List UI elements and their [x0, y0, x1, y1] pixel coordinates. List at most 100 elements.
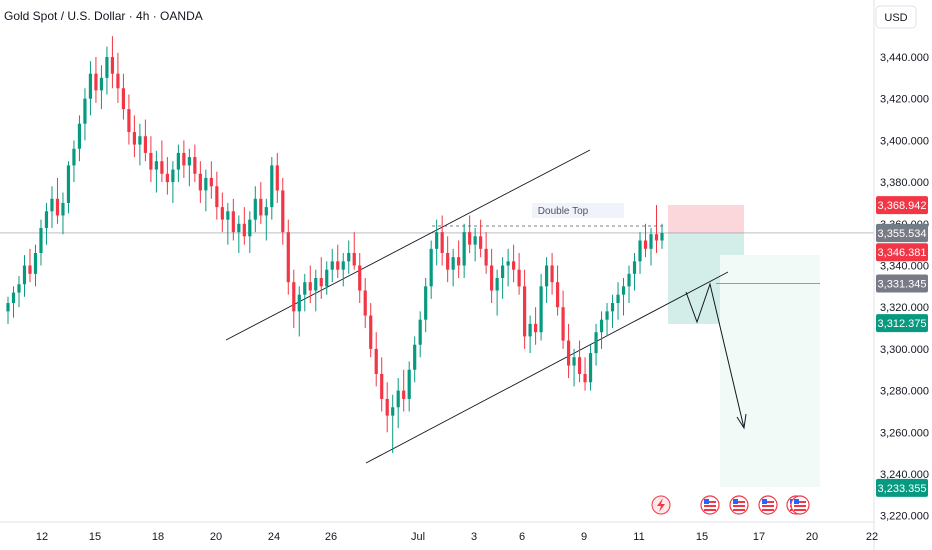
x-tick-label: 6 [519, 531, 525, 543]
flag-canton [762, 499, 767, 504]
candle-body [187, 157, 191, 166]
candle-body [110, 57, 115, 74]
candle-body [83, 98, 87, 124]
projection-arrowhead [736, 413, 747, 430]
candle-body [341, 261, 345, 270]
y-tick-label: 3,260.000 [880, 427, 929, 439]
candle-body [105, 57, 109, 78]
candles [6, 36, 664, 454]
candle-body [533, 323, 538, 333]
x-tick-label: 15 [89, 531, 101, 543]
candle-body [66, 165, 71, 203]
candle-body [528, 323, 532, 337]
candle-body [308, 282, 312, 291]
candle-body [638, 240, 642, 262]
candle-body [490, 265, 494, 291]
projection-arrow [685, 282, 747, 430]
candle-body [281, 190, 285, 233]
candle-body [264, 207, 268, 216]
candle-body [138, 136, 142, 145]
candle-body [297, 294, 301, 312]
price-badge [876, 196, 928, 215]
candle-body [319, 278, 323, 287]
candle-body [204, 177, 208, 191]
candle-body [484, 248, 488, 266]
candle-body [407, 369, 411, 399]
candle-body [621, 286, 626, 295]
flag-stripe [704, 509, 716, 511]
candle-body [512, 261, 516, 270]
event-icons [651, 495, 810, 515]
candle-body [352, 252, 356, 266]
candle-body [374, 348, 378, 374]
flag-stripe [762, 505, 774, 507]
flag-stripe [704, 501, 716, 503]
candle-body [479, 236, 483, 249]
candle-body [577, 357, 582, 374]
currency-button-label: USD [884, 12, 907, 24]
candle-body [610, 303, 615, 312]
candle-body [193, 157, 197, 174]
candle-body [501, 265, 505, 279]
y-tick-label: 3,440.000 [880, 52, 929, 64]
candle-body [599, 319, 604, 333]
flag-stripe [733, 505, 745, 507]
candle-body [72, 148, 76, 166]
candle-body [6, 303, 10, 312]
candle-body [143, 136, 147, 153]
candle-body [314, 278, 318, 291]
candle-body [171, 169, 175, 183]
x-tick-label: 20 [806, 531, 818, 543]
candle-body [165, 173, 169, 183]
candle-body [632, 261, 637, 274]
candle-body [209, 177, 213, 187]
price-badge-label: 3,346.381 [878, 247, 927, 259]
position-zones [0, 205, 874, 487]
candle-body [50, 198, 54, 212]
price-badge-label: 3,233.355 [878, 483, 927, 495]
x-tick-label: 18 [152, 531, 164, 543]
candle-body [17, 284, 21, 293]
candle-body [561, 307, 565, 341]
candle-body [391, 407, 395, 416]
candle-body [160, 161, 164, 174]
candle-body [429, 248, 433, 287]
y-tick-label: 3,300.000 [880, 344, 929, 356]
candle-body [462, 232, 466, 266]
candle-body [127, 109, 131, 133]
candle-body [418, 319, 422, 345]
candle-body [215, 186, 219, 208]
price-badge [876, 224, 928, 243]
y-tick-label: 3,420.000 [880, 94, 929, 106]
candle-body [402, 390, 406, 399]
candle-body [517, 269, 521, 287]
candle-body [303, 282, 307, 295]
candle-body [495, 278, 499, 291]
candle-body [468, 232, 472, 245]
x-tick-label: 22 [866, 531, 878, 543]
candle-body [457, 257, 461, 266]
flag-stripe [733, 501, 745, 503]
x-tick-label: 17 [753, 531, 765, 543]
price-badge-label: 3,312.375 [878, 318, 927, 330]
candle-body [424, 286, 428, 320]
candle-body [588, 353, 593, 383]
price-badge-label: 3,355.534 [878, 228, 927, 240]
candle-body [39, 227, 43, 253]
candle-body [594, 332, 598, 354]
currency-button[interactable] [875, 5, 917, 29]
double-top-label-bg [532, 203, 624, 218]
flag-stripe [762, 501, 774, 503]
stop-loss-zone [668, 205, 744, 234]
candle-body [149, 152, 153, 170]
candle-body [347, 252, 351, 262]
candle-body [121, 88, 126, 110]
price-badges: 3,368.9423,355.6653,355.5343,346.3813,33… [876, 196, 928, 497]
trendlines: Double Top [225, 149, 729, 464]
target-zone [720, 255, 820, 487]
candle-body [523, 286, 527, 337]
candle-body [539, 286, 543, 333]
double-top-label: Double Top [538, 206, 589, 217]
candle-body [649, 234, 653, 249]
